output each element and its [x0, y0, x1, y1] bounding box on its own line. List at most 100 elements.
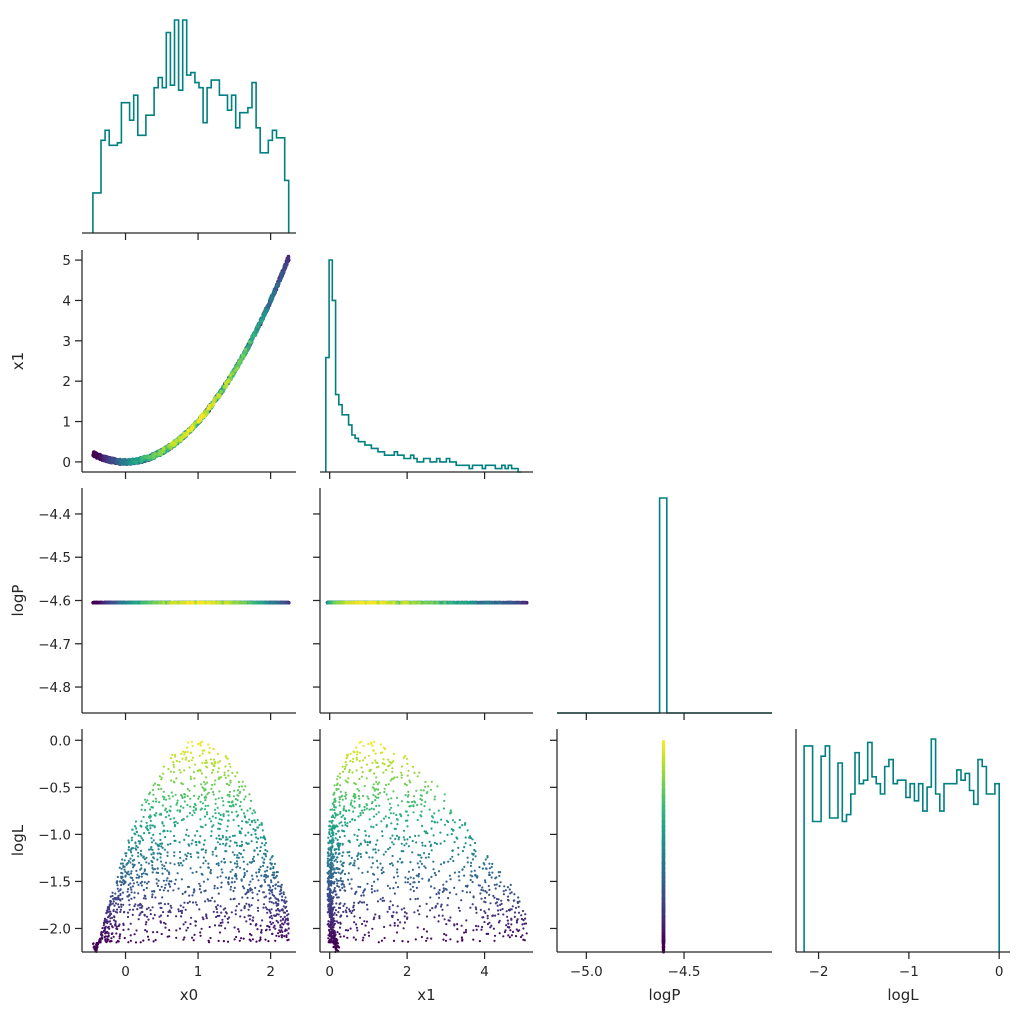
scatter-point	[247, 340, 252, 344]
scatter-x1-logP	[325, 600, 529, 605]
scatter-point	[123, 910, 126, 913]
scatter-point	[146, 915, 149, 918]
scatter-point	[443, 600, 447, 605]
scatter-point	[128, 903, 131, 906]
scatter-point	[175, 915, 178, 918]
scatter-point	[120, 459, 124, 464]
scatter-point	[139, 906, 142, 909]
scatter-point	[256, 928, 259, 931]
scatter-point	[126, 459, 131, 464]
scatter-point	[216, 600, 220, 605]
scatter-point	[265, 304, 270, 308]
scatter-point	[194, 920, 197, 923]
scatter-point	[112, 919, 116, 922]
scatter-point	[262, 906, 265, 909]
scatter-point	[153, 451, 157, 456]
scatter-point	[270, 295, 275, 300]
scatter-point	[116, 939, 119, 943]
scatter-point	[227, 921, 230, 924]
scatter-point	[268, 928, 271, 931]
scatter-point	[104, 935, 107, 938]
scatter-point	[282, 905, 285, 908]
scatter-point	[93, 945, 96, 948]
scatter-point	[181, 600, 185, 605]
scatter-point	[283, 935, 286, 938]
scatter-point	[265, 928, 268, 931]
scatter-point	[275, 909, 278, 912]
scatter-point	[107, 925, 110, 928]
scatter-point	[284, 928, 287, 931]
scatter-point	[279, 915, 282, 918]
scatter-point	[190, 600, 194, 605]
scatter-point	[220, 911, 223, 914]
scatter-point	[186, 926, 189, 929]
scatter-point	[248, 905, 251, 908]
scatter-point	[104, 925, 107, 928]
scatter-point	[100, 936, 103, 939]
scatter-point	[114, 922, 117, 926]
scatter-point	[143, 913, 146, 917]
scatter-point	[123, 936, 126, 940]
scatter-point	[240, 357, 244, 362]
scatter-point	[143, 600, 147, 605]
scatter-point	[149, 909, 152, 912]
scatter-point	[241, 353, 245, 358]
scatter-point	[117, 903, 120, 906]
scatter-point	[183, 936, 186, 939]
scatter-point	[140, 910, 143, 914]
scatter-point	[118, 923, 121, 926]
scatter-point	[180, 909, 184, 913]
scatter-point	[280, 600, 284, 605]
scatter-point	[234, 909, 237, 912]
scatter-point	[181, 435, 185, 439]
scatter-point	[107, 934, 110, 937]
scatter-point	[129, 939, 132, 942]
scatter-point	[213, 900, 216, 903]
scatter-point	[221, 921, 224, 924]
scatter-point	[114, 902, 118, 905]
scatter-point	[122, 922, 125, 925]
scatter-point	[148, 455, 152, 459]
scatter-point	[191, 936, 194, 939]
scatter-point	[224, 907, 227, 910]
scatter-point	[129, 934, 132, 937]
scatter-point	[111, 916, 114, 919]
scatter-point	[379, 600, 383, 605]
scatter-point	[111, 925, 114, 928]
scatter-point	[106, 930, 109, 934]
scatter-point	[235, 600, 239, 605]
scatter-point	[235, 905, 238, 908]
scatter-point	[262, 903, 266, 906]
scatter-point	[149, 913, 152, 916]
scatter-point	[286, 917, 289, 920]
scatter-point	[184, 921, 187, 924]
scatter-point	[158, 451, 162, 456]
scatter-point	[135, 929, 138, 932]
scatter-point	[247, 908, 250, 911]
scatter-point	[207, 939, 210, 942]
scatter-point	[275, 919, 278, 923]
scatter-point	[283, 263, 288, 268]
scatter-point	[448, 600, 453, 605]
scatter-point	[168, 909, 171, 912]
scatter-point	[208, 925, 211, 929]
scatter-point	[164, 926, 167, 929]
scatter-point	[205, 913, 208, 916]
scatter-point	[240, 909, 243, 912]
scatter-point	[162, 911, 165, 914]
scatter-point	[276, 907, 279, 911]
scatter-point	[215, 905, 218, 909]
scatter-point	[159, 914, 163, 917]
scatter-point	[403, 600, 408, 605]
scatter-point	[255, 324, 260, 329]
scatter-point	[226, 940, 230, 943]
scatter-point	[119, 933, 122, 936]
scatter-point	[238, 939, 241, 942]
scatter-point	[175, 929, 178, 932]
scatter-point	[215, 907, 218, 911]
scatter-point	[259, 938, 262, 941]
scatter-point	[111, 932, 114, 935]
scatter-point	[278, 278, 282, 282]
scatter-point	[179, 438, 183, 442]
scatter-point	[134, 941, 138, 944]
